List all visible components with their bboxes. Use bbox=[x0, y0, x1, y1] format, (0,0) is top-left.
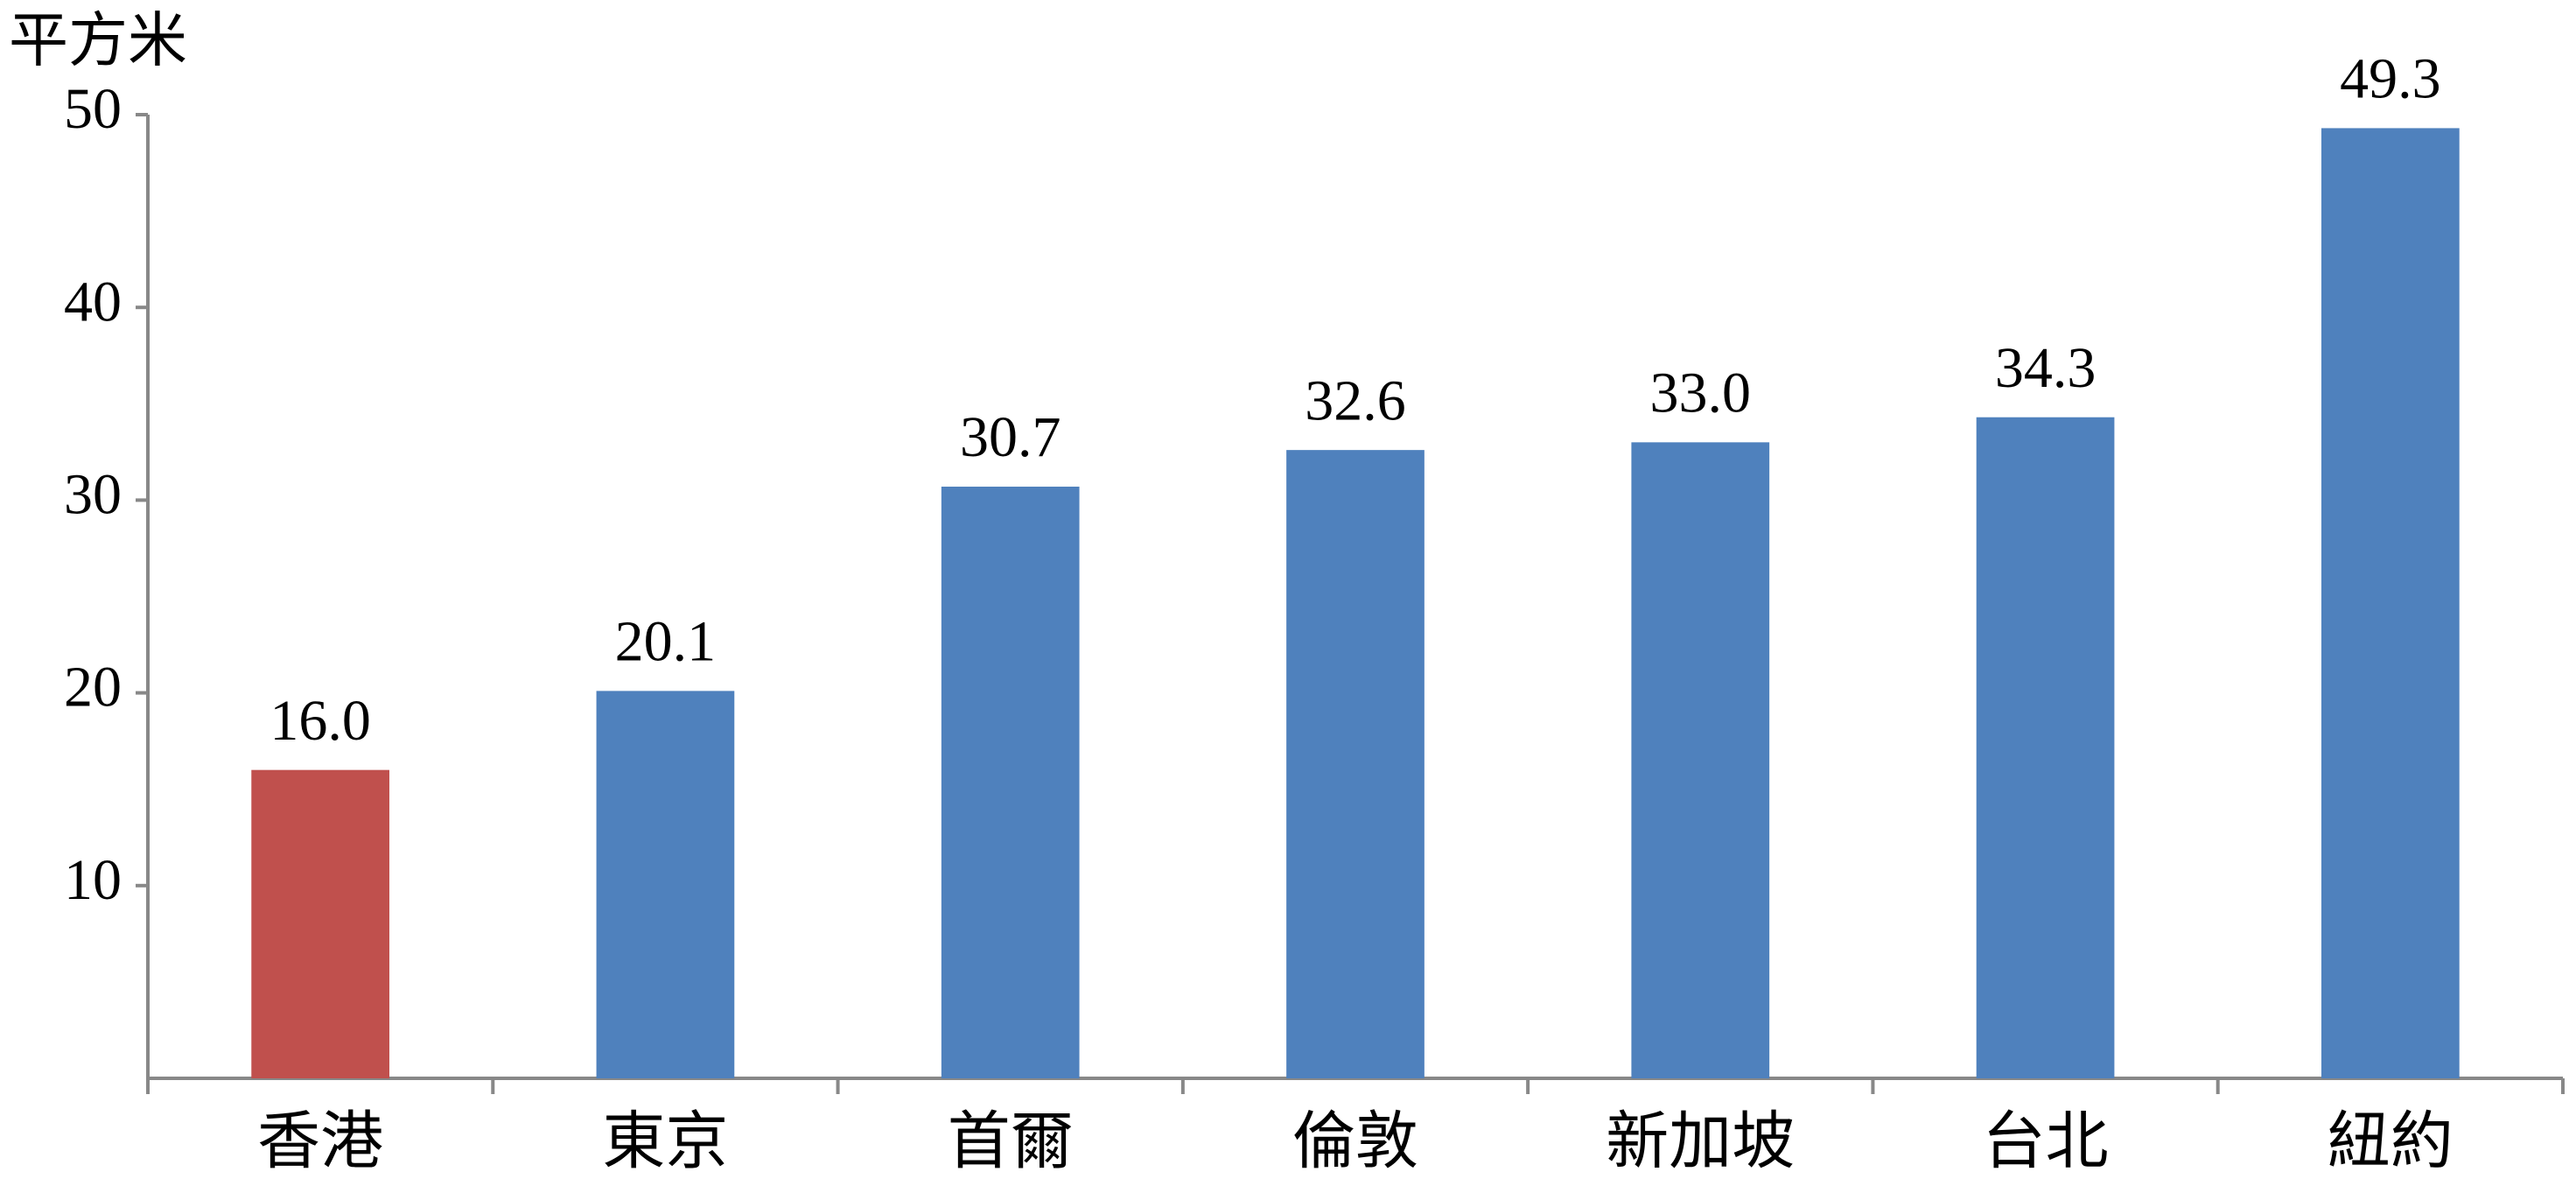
y-tick-label: 20 bbox=[64, 656, 122, 719]
x-tick-label: 紐約 bbox=[2328, 1107, 2454, 1177]
x-tick-label: 倫敦 bbox=[1292, 1107, 1418, 1177]
value-label: 20.1 bbox=[615, 610, 717, 674]
value-label: 30.7 bbox=[960, 405, 1061, 469]
x-tick-label: 台北 bbox=[1983, 1107, 2109, 1177]
y-tick-label: 10 bbox=[64, 848, 122, 912]
bar bbox=[251, 769, 389, 1078]
value-label: 32.6 bbox=[1305, 368, 1406, 432]
x-tick-label: 東京 bbox=[602, 1107, 728, 1177]
bar bbox=[596, 691, 735, 1078]
y-tick-label: 50 bbox=[64, 77, 122, 141]
y-tick-label: 40 bbox=[64, 270, 122, 333]
bar bbox=[941, 486, 1080, 1078]
value-label: 16.0 bbox=[270, 689, 371, 753]
x-tick-label: 香港 bbox=[257, 1107, 383, 1177]
value-label: 34.3 bbox=[1995, 336, 2096, 400]
value-label: 33.0 bbox=[1650, 361, 1752, 425]
y-tick-label: 30 bbox=[64, 463, 122, 527]
y-axis-label: 平方米 bbox=[9, 8, 187, 74]
x-tick-label: 首爾 bbox=[948, 1107, 1074, 1177]
bar bbox=[1631, 442, 1770, 1079]
bar bbox=[1286, 450, 1424, 1078]
x-tick-label: 新加坡 bbox=[1606, 1107, 1795, 1177]
value-label: 49.3 bbox=[2340, 47, 2441, 111]
bar bbox=[2321, 128, 2460, 1078]
bar bbox=[1976, 417, 2115, 1078]
